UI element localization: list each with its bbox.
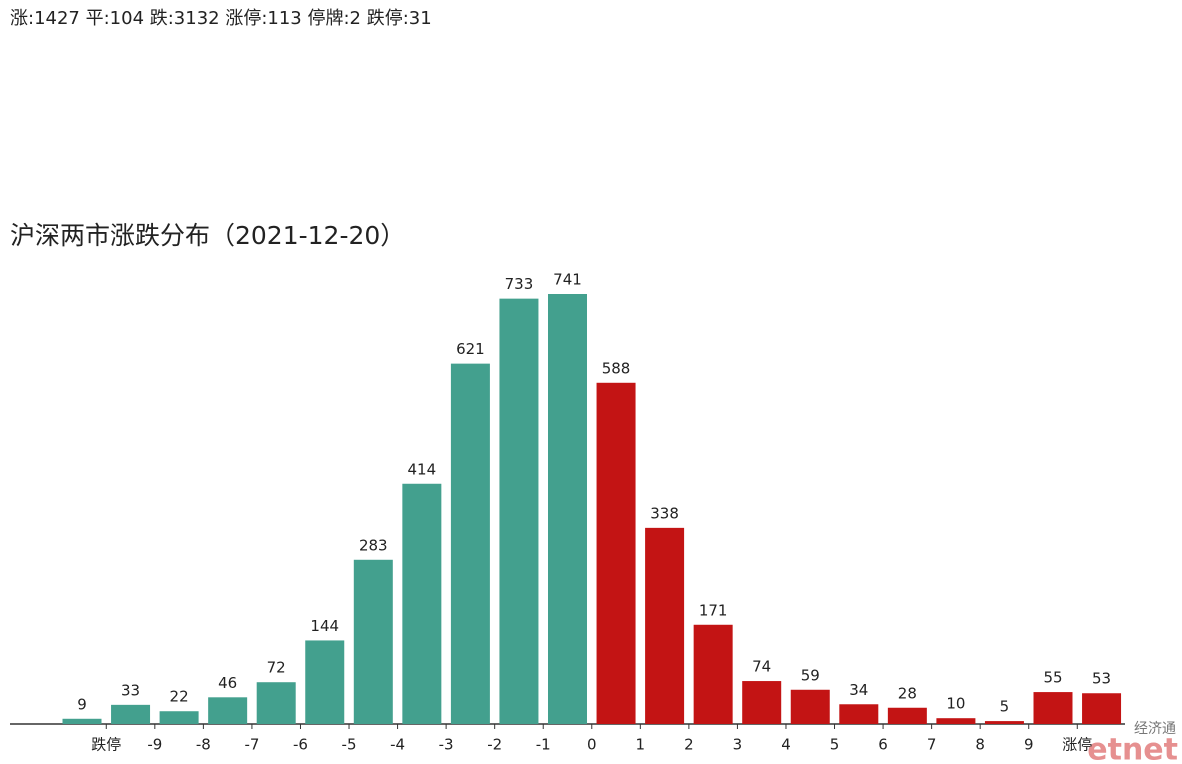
bar xyxy=(159,711,199,724)
value-label: 414 xyxy=(408,460,437,478)
value-label: 34 xyxy=(849,681,868,699)
x-tick-label: 跌停 xyxy=(91,736,121,754)
value-label: 338 xyxy=(650,504,679,522)
x-tick-label: -7 xyxy=(244,736,259,754)
value-label: 588 xyxy=(602,359,631,377)
x-tick-label: -5 xyxy=(342,736,357,754)
value-label: 733 xyxy=(505,275,534,293)
bar xyxy=(305,640,345,724)
x-tick-label: 0 xyxy=(587,736,597,754)
bar xyxy=(596,382,636,724)
bar xyxy=(111,704,151,724)
x-tick-label: 3 xyxy=(733,736,743,754)
x-tick-label: -8 xyxy=(196,736,211,754)
value-label: 74 xyxy=(752,658,771,676)
value-label: 621 xyxy=(456,340,485,358)
bar xyxy=(693,624,733,724)
value-label: 741 xyxy=(553,271,582,289)
x-tick-label: -4 xyxy=(390,736,405,754)
bar xyxy=(645,527,685,724)
value-label: 10 xyxy=(946,695,965,713)
x-tick-label: 8 xyxy=(975,736,985,754)
value-label: 5 xyxy=(1000,698,1010,716)
watermark-logo: etnet xyxy=(1087,733,1178,764)
watermark-text: 经济通 xyxy=(1134,721,1176,737)
chart-title: 沪深两市涨跌分布（2021-12-20） xyxy=(10,221,405,250)
x-tick-label: 4 xyxy=(781,736,791,754)
x-tick-label: 6 xyxy=(878,736,888,754)
x-tick-label: 涨停 xyxy=(1062,736,1092,754)
value-label: 53 xyxy=(1092,670,1111,688)
x-tick-label: -9 xyxy=(147,736,162,754)
bar xyxy=(984,721,1024,724)
value-label: 22 xyxy=(170,688,189,706)
value-label: 9 xyxy=(77,695,87,713)
value-label: 283 xyxy=(359,536,388,554)
x-tick-label: -6 xyxy=(293,736,308,754)
bar xyxy=(790,689,830,724)
x-tick-label: -3 xyxy=(439,736,454,754)
bar xyxy=(450,363,490,724)
bar xyxy=(62,718,102,724)
value-label: 55 xyxy=(1043,669,1062,687)
x-tick-label: 1 xyxy=(636,736,646,754)
value-label: 28 xyxy=(898,684,917,702)
bar xyxy=(936,718,976,724)
bar xyxy=(1033,692,1073,724)
value-label: 33 xyxy=(121,681,140,699)
value-label: 59 xyxy=(801,666,820,684)
value-label: 72 xyxy=(267,659,286,677)
x-tick-label: -2 xyxy=(487,736,502,754)
x-tick-label: 2 xyxy=(684,736,694,754)
value-label: 46 xyxy=(218,674,237,692)
x-tick-label: 7 xyxy=(927,736,937,754)
bar xyxy=(1082,693,1122,724)
value-label: 171 xyxy=(699,601,728,619)
x-tick-label: -1 xyxy=(536,736,551,754)
value-label: 144 xyxy=(310,617,339,635)
bar xyxy=(839,704,879,724)
bar xyxy=(742,681,782,724)
bar xyxy=(402,483,442,724)
summary: 涨:1427 平:104 跌:3132 涨停:113 停牌:2 跌停:31 xyxy=(10,8,432,29)
bar xyxy=(499,298,539,724)
bar xyxy=(208,697,248,724)
bar xyxy=(256,682,296,724)
x-tick-label: 5 xyxy=(830,736,840,754)
bar xyxy=(887,707,927,724)
bar xyxy=(548,294,587,724)
bar xyxy=(353,559,393,724)
x-tick-label: 9 xyxy=(1024,736,1034,754)
